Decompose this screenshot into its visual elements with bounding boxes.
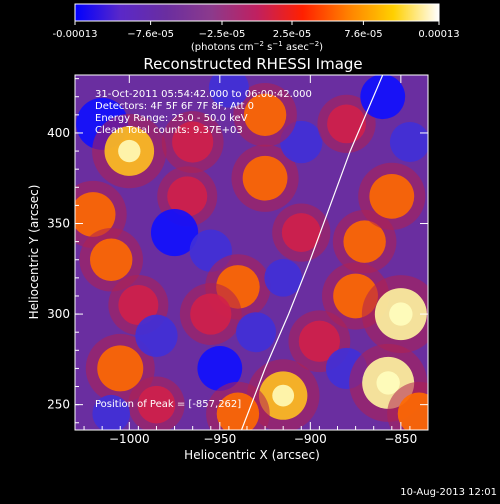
heatmap-blob: [298, 320, 340, 362]
heatmap-blob: [167, 176, 208, 217]
heatmap-blob: [360, 75, 406, 120]
heatmap-blob: [172, 121, 214, 163]
colorbar-tick-label: 7.6e-05: [344, 29, 382, 40]
y-tick-label: 250: [47, 398, 70, 412]
heatmap-blob: [97, 345, 144, 392]
colorbar-tick-label: -0.00013: [53, 29, 98, 40]
x-axis-label: Heliocentric X (arcsec): [184, 448, 320, 462]
heatmap-blob: [137, 385, 176, 424]
y-axis-label: Heliocentric Y (arcsec): [27, 185, 41, 320]
annotation-line: 31-Oct-2011 05:54:42.000 to 06:00:42.000: [95, 89, 312, 100]
heatmap-blob: [397, 392, 428, 430]
colorbar-tick-label: 0.00013: [418, 29, 459, 40]
annotation-line: Energy Range: 25.0 - 50.0 keV: [95, 113, 248, 124]
heatmap-blob: [281, 213, 321, 252]
heatmap: [75, 75, 428, 430]
heatmap-blob: [118, 285, 159, 326]
annotation-line: Clean Total counts: 9.37E+03: [95, 125, 243, 136]
y-tick-label: 350: [47, 217, 70, 231]
colorbar-gradient: [74, 3, 440, 22]
colorbar: -0.00013 −7.6e-05 −2.5e-05 2.5e-05 7.6e-05 0.…: [53, 3, 460, 53]
x-tick-label: −850: [384, 432, 417, 446]
heatmap-blob: [75, 192, 116, 237]
footer-timestamp: 10-Aug-2013 12:01: [400, 487, 497, 498]
x-tick-label: −1000: [109, 432, 150, 446]
heatmap-blob: [92, 394, 130, 430]
colorbar-tick-label: −7.6e-05: [127, 29, 174, 40]
heatmap-blob: [190, 293, 232, 335]
colorbar-tick-label: −2.5e-05: [199, 29, 246, 40]
colorbar-units: (photons cm−2 s−1 asec−2): [191, 40, 323, 53]
colorbar-ticks: -0.00013 −7.6e-05 −2.5e-05 2.5e-05 7.6e-05 0.…: [53, 21, 460, 40]
heatmap-blob: [327, 104, 366, 144]
heatmap-blob: [135, 314, 178, 358]
annotations: 31-Oct-2011 05:54:42.000 to 06:00:42.000…: [95, 89, 312, 136]
heatmap-blob-core: [272, 384, 295, 407]
peak-annotation: Position of Peak = [-857,262]: [95, 399, 241, 410]
heatmap-blob: [369, 173, 415, 219]
heatmap-blobs: [75, 75, 428, 430]
y-tick-label: 400: [47, 126, 70, 140]
x-tick-label: −900: [294, 432, 327, 446]
heatmap-blob: [150, 208, 199, 257]
heatmap-blob: [343, 220, 386, 263]
heatmap-blob: [90, 238, 133, 281]
heatmap-blob: [236, 312, 277, 353]
heatmap-blob: [264, 259, 302, 297]
heatmap-blob: [197, 346, 243, 391]
heatmap-blob-core: [389, 302, 413, 326]
annotation-line: Detectors: 4F 5F 6F 7F 8F, Att 0: [95, 101, 254, 112]
solar-limb-curve: [240, 75, 384, 430]
chart-title: Reconstructed RHESSI Image: [143, 55, 362, 73]
heatmap-blob: [216, 392, 260, 430]
heatmap-blob-core: [376, 371, 400, 395]
heatmap-blob: [208, 75, 249, 108]
heatmap-blob: [242, 155, 288, 201]
x-axis-ticks: −1000 −950 −900 −850: [83, 75, 429, 446]
heatmap-blob: [389, 122, 428, 163]
y-tick-label: 300: [47, 307, 70, 321]
y-axis-ticks: 250 300 350 400: [47, 78, 428, 424]
plot-frame: [74, 74, 429, 431]
heatmap-blob: [243, 93, 287, 137]
heatmap-blob-core: [118, 139, 141, 163]
colorbar-tick-label: 2.5e-05: [273, 29, 311, 40]
x-tick-label: −950: [203, 432, 236, 446]
